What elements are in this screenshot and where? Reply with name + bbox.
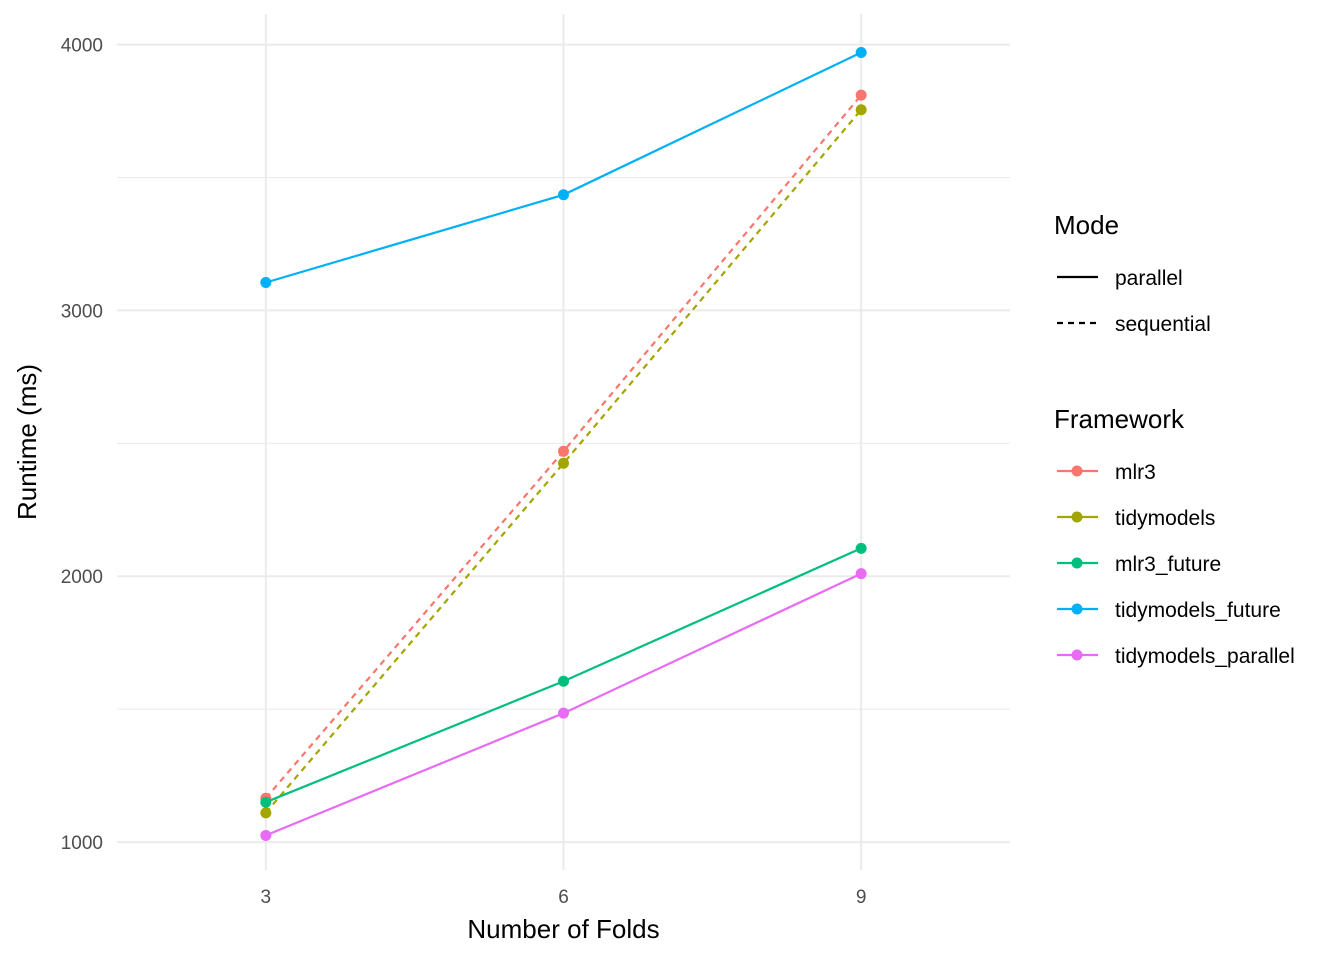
mode-legend-label: sequential <box>1115 313 1211 336</box>
framework-legend-point-mlr3 <box>1071 465 1083 477</box>
series-tidymodels <box>260 104 867 819</box>
grid-lines <box>117 14 1010 870</box>
framework-legend-label: mlr3 <box>1115 461 1156 484</box>
y-tick-label: 3000 <box>61 301 103 322</box>
data-point-tidymodels_future <box>260 276 272 288</box>
framework-legend-label: tidymodels_parallel <box>1115 645 1295 668</box>
framework-legend: Framework mlr3 tidymodels mlr3_futuretidym… <box>1054 404 1295 668</box>
data-point-tidymodels <box>855 104 867 116</box>
series-tidymodels_future <box>260 47 867 288</box>
mode-legend-label: parallel <box>1115 267 1183 290</box>
x-tick-label: 6 <box>558 887 569 908</box>
y-axis-ticks: 1000 2000 3000 4000 <box>61 36 103 855</box>
data-point-tidymodels_future <box>855 47 867 59</box>
x-axis-title: Number of Folds <box>467 914 659 944</box>
data-point-mlr3_future <box>558 675 569 687</box>
mode-legend-title: Mode <box>1054 210 1119 240</box>
series-layer <box>260 47 867 841</box>
x-tick-label: 3 <box>261 887 272 908</box>
series-tidymodels_parallel <box>260 568 867 841</box>
framework-legend-point-tidymodels_future <box>1071 603 1083 615</box>
framework-legend-point-tidymodels_parallel <box>1071 649 1083 661</box>
data-point-tidymodels_future <box>558 189 569 201</box>
framework-legend-label: tidymodels_future <box>1115 599 1281 622</box>
series-mlr3_future <box>260 542 867 808</box>
data-point-mlr3_future <box>855 542 867 554</box>
framework-legend-title: Framework <box>1054 404 1185 434</box>
y-axis-title: Runtime (ms) <box>12 364 42 520</box>
y-tick-label: 1000 <box>61 833 103 854</box>
x-tick-label: 9 <box>856 887 867 908</box>
data-point-tidymodels_parallel <box>558 707 569 719</box>
x-axis-ticks: 3 6 9 <box>261 887 867 908</box>
y-tick-label: 2000 <box>61 567 103 588</box>
y-tick-label: 4000 <box>61 36 103 57</box>
framework-legend-point-tidymodels <box>1071 511 1083 523</box>
data-point-tidymodels <box>558 457 569 469</box>
data-point-tidymodels <box>260 807 272 819</box>
framework-legend-label: tidymodels <box>1115 507 1215 530</box>
data-point-mlr3_future <box>260 796 272 808</box>
data-point-tidymodels_parallel <box>260 829 272 841</box>
data-point-mlr3 <box>558 445 569 457</box>
data-point-mlr3 <box>855 89 867 101</box>
framework-legend-point-mlr3_future <box>1071 557 1083 569</box>
data-point-tidymodels_parallel <box>855 568 867 580</box>
framework-legend-label: mlr3_future <box>1115 553 1221 576</box>
mode-legend: Mode parallel sequential <box>1054 210 1211 336</box>
